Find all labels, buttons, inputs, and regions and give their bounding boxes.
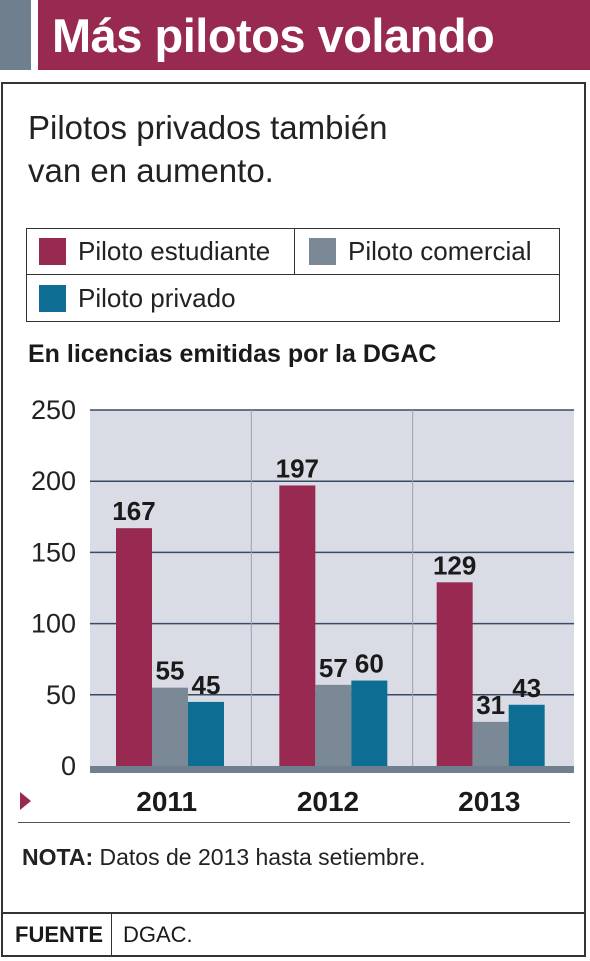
y-tick-label: 50	[46, 680, 76, 710]
bar-chart: 0 50 100 150 200 250 167 55 45 2011 197 57 60 2012 129…	[20, 395, 574, 815]
bar-commercial	[472, 721, 509, 766]
legend-divider	[27, 274, 559, 275]
legend-item-commercial: Piloto comercial	[309, 236, 532, 267]
bar-commercial	[315, 684, 352, 766]
legend-divider	[294, 229, 295, 274]
data-label: 43	[512, 673, 541, 703]
note-text: Datos de 2013 hasta setiembre.	[99, 844, 426, 870]
legend-swatch-commercial	[309, 238, 336, 265]
source-value: DGAC.	[123, 922, 193, 947]
x-category-label: 2012	[297, 786, 359, 815]
bar-student	[116, 528, 152, 766]
note: NOTA: Datos de 2013 hasta setiembre.	[22, 844, 426, 871]
data-label: 45	[192, 670, 221, 700]
content-frame	[1, 82, 586, 957]
y-tick-label: 150	[31, 537, 76, 567]
bar-private	[351, 680, 388, 766]
header-accent-stripe	[0, 0, 31, 70]
source-divider	[111, 914, 112, 957]
subtitle-line-2: van en aumento.	[28, 152, 274, 189]
header-bar	[38, 0, 590, 70]
data-label: 129	[433, 550, 476, 580]
triangle-marker-icon	[20, 792, 31, 810]
divider	[18, 822, 570, 823]
data-label: 31	[476, 690, 505, 720]
chart-units-label: En licencias emitidas por la DGAC	[28, 340, 437, 368]
subtitle-line-1: Pilotos privados también	[28, 109, 388, 146]
page-title: Más pilotos volando	[52, 9, 495, 62]
data-label: 197	[276, 453, 319, 483]
bar-private	[188, 701, 224, 766]
legend-item-student: Piloto estudiante	[39, 236, 270, 267]
data-label: 167	[112, 496, 155, 526]
data-label: 60	[355, 649, 384, 679]
bar-commercial	[152, 687, 188, 766]
y-tick-label: 100	[31, 609, 76, 639]
y-tick-label: 200	[31, 466, 76, 496]
note-label: NOTA:	[22, 844, 94, 870]
source-label: FUENTE	[15, 922, 103, 947]
legend-label-commercial: Piloto comercial	[348, 236, 532, 266]
x-category-label: 2011	[136, 786, 197, 815]
source-row: FUENTE DGAC.	[1, 912, 586, 957]
x-axis-baseline	[90, 766, 574, 773]
data-label: 55	[156, 656, 185, 686]
y-tick-label: 250	[31, 395, 76, 425]
data-label: 57	[319, 653, 348, 683]
bar-student	[279, 485, 316, 766]
x-category-label: 2013	[458, 786, 520, 815]
legend-swatch-private	[39, 285, 66, 312]
legend-label-private: Piloto privado	[78, 283, 236, 313]
bar-student	[436, 582, 473, 766]
legend-swatch-student	[39, 238, 66, 265]
chart-legend: Piloto estudiante Piloto comercial Pilot…	[26, 228, 560, 322]
subtitle: Pilotos privados también van en aumento.	[28, 106, 388, 192]
y-tick-label: 0	[61, 751, 76, 781]
legend-item-private: Piloto privado	[39, 283, 236, 314]
bar-private	[508, 704, 545, 766]
legend-label-student: Piloto estudiante	[78, 236, 271, 266]
